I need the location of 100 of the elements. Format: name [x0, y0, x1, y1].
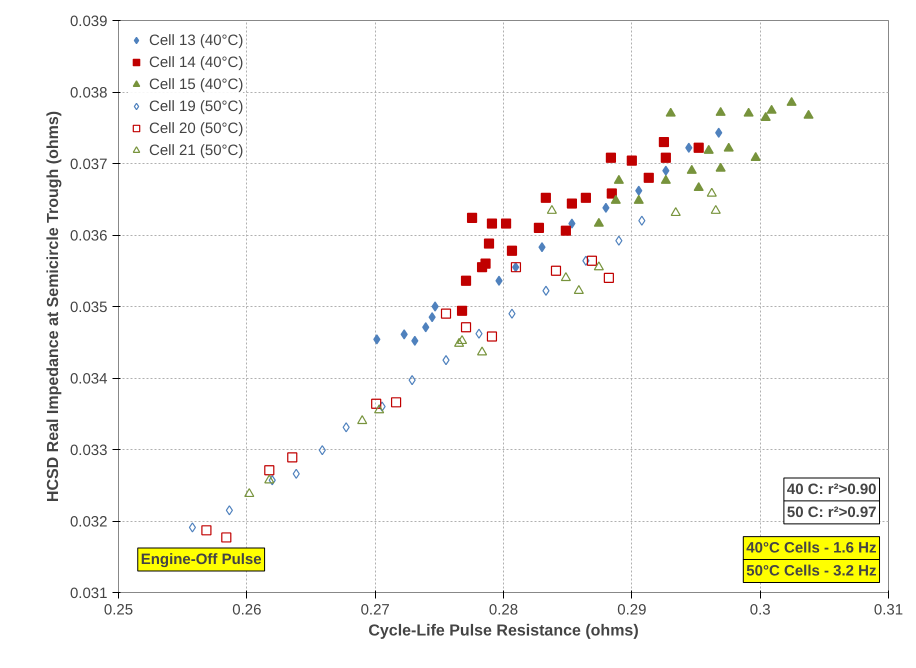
x-tick-label: 0.25 [104, 602, 134, 618]
point [188, 522, 196, 533]
annotation: 50 C: r²>0.97 [786, 504, 877, 521]
point [456, 335, 468, 344]
point [660, 152, 671, 163]
y-tick-label: 0.032 [70, 514, 108, 530]
x-tick-label: 0.29 [617, 602, 646, 618]
point [534, 222, 544, 233]
legend-label: Cell 13 (40°C) [149, 32, 244, 48]
point [475, 328, 483, 339]
point [428, 312, 436, 322]
point [390, 397, 402, 408]
point [456, 306, 468, 316]
point [268, 475, 276, 486]
point [486, 331, 498, 342]
point [357, 415, 368, 424]
y-tick-label: 0.038 [70, 84, 108, 102]
point [374, 404, 384, 414]
y-tick-label: 0.033 [70, 442, 108, 459]
point [803, 110, 814, 119]
point [454, 338, 464, 347]
point [686, 164, 697, 174]
point [550, 266, 562, 276]
point [786, 96, 797, 106]
legend-label: Cell 14 (40°C) [149, 54, 244, 70]
point [408, 375, 416, 386]
point [638, 216, 646, 226]
point [201, 525, 212, 536]
point [706, 188, 717, 197]
point [411, 336, 418, 346]
point [287, 452, 298, 462]
annotation: 40°C Cells - 1.6 Hz [746, 540, 877, 557]
y-tick-label: 0.031 [70, 585, 108, 602]
point [594, 218, 604, 227]
point [634, 194, 644, 204]
point [602, 202, 610, 213]
point [566, 198, 577, 209]
point [670, 207, 681, 216]
point [226, 505, 233, 516]
point [560, 272, 571, 282]
point [292, 468, 300, 479]
point [574, 284, 584, 294]
point [685, 142, 692, 153]
x-tick-label: 0.31 [874, 602, 904, 618]
point [508, 308, 516, 319]
point [635, 186, 642, 196]
point [586, 256, 598, 266]
point [244, 488, 254, 498]
y-tick-label: 0.035 [70, 299, 108, 316]
point [614, 174, 624, 184]
x-axis-title: Cycle-Life Pulse Resistance (ohms) [368, 622, 639, 640]
point [500, 218, 512, 229]
point [264, 474, 274, 484]
y-tick-label: 0.039 [70, 13, 108, 30]
annotation: 50°C Cells - 3.2 Hz [746, 562, 877, 580]
x-tick-label: 0.28 [488, 602, 518, 618]
point [606, 188, 617, 199]
point [724, 142, 734, 152]
point [715, 128, 722, 138]
point [615, 236, 622, 246]
point [644, 172, 654, 183]
point [484, 238, 494, 249]
point [264, 465, 274, 476]
point [560, 226, 571, 236]
point [400, 329, 408, 340]
point [460, 276, 472, 286]
annotation: Engine-Off Pulse [140, 551, 262, 568]
point [604, 272, 614, 283]
point [704, 144, 714, 154]
point [582, 256, 590, 266]
point [318, 445, 326, 456]
point [610, 194, 621, 204]
point [476, 346, 488, 356]
point [422, 322, 430, 332]
point [626, 156, 637, 166]
point [606, 152, 616, 163]
legend-label: Cell 21 (50°C) [149, 142, 244, 158]
point [442, 355, 450, 366]
point [480, 258, 491, 269]
point [440, 308, 452, 319]
point [486, 218, 498, 229]
point [716, 106, 726, 116]
point [371, 398, 382, 409]
point [506, 246, 518, 256]
x-tick-label: 0.3 [750, 602, 771, 618]
annotation: 40 C: r²>0.90 [786, 480, 877, 498]
legend-label: Cell 19 (50°C) [149, 98, 244, 114]
legend-label: Cell 20 (50°C) [149, 120, 244, 136]
point [495, 276, 503, 286]
point [694, 142, 704, 153]
point [666, 108, 676, 117]
point [710, 204, 721, 214]
y-tick-label: 0.036 [70, 228, 108, 244]
legend-label: Cell 15 (40°C) [149, 76, 244, 92]
point [660, 174, 671, 184]
point [466, 212, 478, 223]
point [538, 242, 546, 252]
point [378, 402, 386, 412]
point [694, 182, 704, 192]
y-axis-title: HCSD Real Impedance at Semicircle Trough (ohms) [44, 110, 62, 502]
